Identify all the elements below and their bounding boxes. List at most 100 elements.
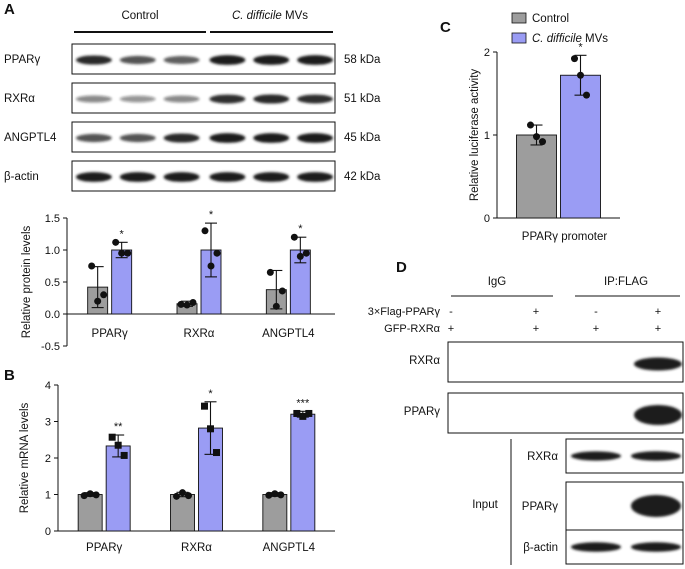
- condition-mark: +: [655, 323, 661, 335]
- blot-box: [71, 43, 336, 75]
- blot-band: [75, 55, 112, 65]
- significance-mark: *: [578, 41, 583, 53]
- data-point: [302, 249, 310, 257]
- ip-blot-band: [634, 405, 682, 425]
- condition-mark: +: [655, 306, 661, 318]
- ip-blot-label: PPARγ: [404, 406, 440, 418]
- category-label: ANGPTL4: [263, 542, 316, 554]
- blot-label: PPARγ: [4, 54, 40, 66]
- data-point: [207, 262, 215, 270]
- input-blot-label: PPARγ: [522, 501, 558, 513]
- y-tick-label: 0: [484, 213, 490, 225]
- category-label: PPARγ: [92, 328, 128, 340]
- bar: [560, 74, 601, 219]
- blot-size: 58 kDa: [344, 54, 381, 66]
- data-point: [185, 492, 192, 500]
- group-label-treatment: C. difficile MVs: [232, 10, 308, 22]
- category-label: ANGPTL4: [262, 328, 315, 340]
- data-point: [80, 492, 88, 500]
- bar: [170, 494, 195, 532]
- significance-mark: *: [209, 209, 214, 221]
- blot-band: [209, 172, 246, 182]
- data-point: [266, 268, 274, 276]
- blot-label: RXRα: [4, 93, 35, 105]
- blot-band: [75, 133, 112, 143]
- data-point: [179, 489, 186, 497]
- input-blot-label: RXRα: [527, 451, 558, 463]
- blot-band: [163, 172, 200, 182]
- y-tick-label: 4: [45, 380, 51, 392]
- category-label: RXRα: [184, 328, 215, 340]
- blot-band: [119, 55, 156, 65]
- input-blot-band: [631, 495, 681, 517]
- blot-band: [297, 94, 334, 104]
- ip-group-flag: IP:FLAG: [604, 276, 648, 288]
- blot-band: [253, 94, 290, 104]
- data-point: [299, 412, 307, 420]
- blot-band: [253, 172, 290, 182]
- legend-label-control: Control: [532, 13, 569, 25]
- blot-label: ANGPTL4: [4, 132, 57, 144]
- y-axis-label: Relative luciferase activity: [469, 69, 481, 202]
- data-point: [88, 262, 96, 270]
- panel-a-chart: -0.5 0.0 0.5 1.0 1.5 Relative protein levels *…: [21, 209, 335, 353]
- data-point: [86, 490, 94, 498]
- blot-band: [75, 95, 112, 103]
- blot-band: [209, 94, 246, 104]
- y-tick-label: 2: [484, 47, 490, 59]
- significance-mark: *: [298, 223, 303, 235]
- data-point: [571, 55, 578, 63]
- data-point: [177, 300, 185, 308]
- legend-label-treatment-italic: C. difficile: [532, 33, 582, 45]
- ip-group-igg: IgG: [488, 276, 507, 288]
- y-axis-label: Relative mRNA levels: [19, 402, 31, 513]
- blot-size: 42 kDa: [344, 171, 381, 183]
- blot-box: [71, 121, 336, 153]
- data-point: [213, 249, 221, 257]
- group-label-treatment-suffix: MVs: [282, 10, 308, 22]
- condition-mark: +: [448, 323, 454, 335]
- blot-band: [119, 133, 156, 143]
- data-point: [114, 441, 122, 449]
- panel-a-blots: PPARγ 58 kDa RXRα 51 kDa ANGPTL4 45 kDa β-acti…: [4, 43, 381, 192]
- data-point: [527, 121, 534, 129]
- data-point: [272, 302, 280, 310]
- category-label: PPARγ: [86, 542, 122, 554]
- bar: [111, 249, 133, 315]
- y-tick-label: 0.0: [45, 309, 60, 321]
- y-tick-label: 1.0: [45, 245, 60, 257]
- panel-d-conditions: 3×Flag-PPARγ - + - +GFP-RXRα + + + +: [368, 306, 661, 335]
- data-point: [290, 233, 298, 241]
- data-point: [277, 491, 285, 499]
- data-point: [100, 291, 108, 299]
- y-axis-label: Relative protein levels: [21, 226, 33, 339]
- data-point: [201, 227, 209, 235]
- data-point: [207, 425, 214, 433]
- ip-blot-label: RXRα: [409, 355, 440, 367]
- blot-band: [209, 55, 246, 65]
- legend-swatch-treatment: [511, 32, 527, 44]
- data-point: [183, 301, 191, 309]
- condition-mark: +: [533, 306, 539, 318]
- data-point: [92, 491, 100, 499]
- condition-label: 3×Flag-PPARγ: [368, 306, 441, 318]
- x-axis-label: PPARγ promoter: [522, 231, 608, 243]
- data-point: [201, 402, 208, 410]
- panel-letter-a: A: [4, 1, 15, 18]
- data-point: [278, 287, 286, 295]
- data-point: [583, 91, 590, 99]
- ip-blot-band: [634, 357, 682, 371]
- bar: [516, 134, 557, 219]
- blot-size: 51 kDa: [344, 93, 381, 105]
- blot-box: [71, 82, 336, 114]
- data-point: [94, 297, 102, 305]
- input-blot-band: [571, 451, 621, 461]
- input-blot-band: [571, 542, 621, 552]
- y-tick-label: -0.5: [41, 341, 60, 353]
- input-blot-label: β-actin: [523, 542, 558, 554]
- blot-band: [119, 172, 156, 182]
- data-point: [271, 490, 279, 498]
- y-tick-label: 0: [45, 526, 51, 538]
